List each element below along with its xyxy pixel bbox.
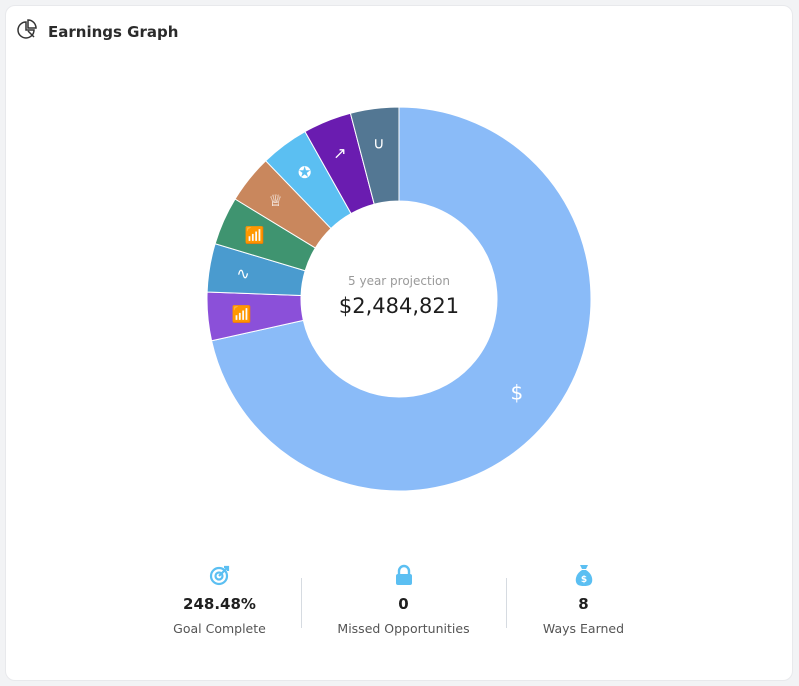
chart-bars-icon: 📶 [245,226,265,245]
chart-bars-icon: 📶 [232,304,252,323]
divider [506,578,507,628]
pulse-icon: ∿ [236,264,249,283]
projection-label: 5 year projection [348,274,450,288]
projection-total: $2,484,821 [338,294,460,318]
stat-label: Goal Complete [173,621,266,636]
divider [301,578,302,628]
stat-value: 248.48% [183,595,256,613]
slice-magnet[interactable] [349,106,400,205]
lock-icon [301,563,506,587]
stat-value: 0 [398,595,409,613]
stat-label: Ways Earned [542,621,625,636]
stat-goal-complete: 248.48% Goal Complete [117,563,322,636]
card-title: Earnings Graph [48,23,179,41]
pie-chart-icon [16,19,38,45]
crown-icon: ♕ [269,191,283,210]
magnet-icon: ∪ [373,133,385,152]
dollar-icon: $ [510,380,523,404]
target-icon [117,563,322,587]
card-header: Earnings Graph [16,19,178,45]
slice-dollar[interactable] [211,106,592,492]
award-icon: ✪ [298,163,311,182]
stat-value: 8 [578,595,589,613]
stat-missed-opportunities: 0 Missed Opportunities [301,563,506,636]
stat-label: Missed Opportunities [337,621,470,636]
trend-up-icon: ↗ [333,143,346,162]
money-bag-icon: $ [481,563,686,587]
svg-text:$: $ [580,575,586,585]
stat-ways-earned: $ 8 Ways Earned [481,563,686,636]
